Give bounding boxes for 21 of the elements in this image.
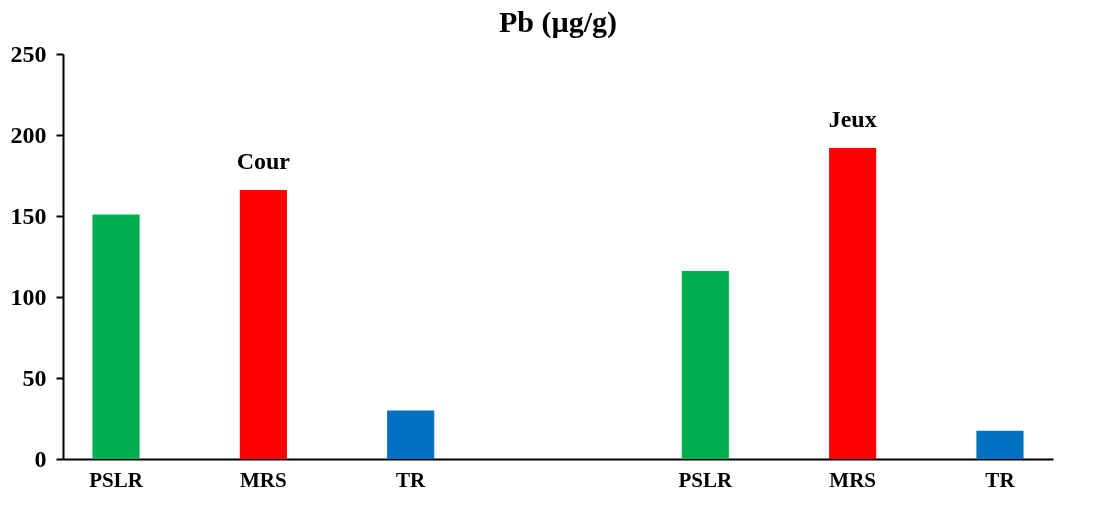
- x-tick-label: PSLR: [678, 467, 733, 492]
- y-tick-label: 100: [10, 283, 47, 310]
- bar: [681, 271, 729, 459]
- bar: [829, 147, 877, 459]
- bar: [387, 410, 435, 459]
- bar: [976, 430, 1024, 459]
- x-tick-label: MRS: [240, 467, 287, 492]
- x-tick-label: MRS: [829, 467, 876, 492]
- y-tick-label: 250: [10, 40, 47, 67]
- x-tick-label: PSLR: [89, 467, 144, 492]
- bar: [239, 190, 287, 459]
- y-tick-label: 50: [22, 364, 47, 391]
- x-tick-label: TR: [985, 467, 1016, 492]
- annotation: Jeux: [828, 105, 877, 132]
- y-tick-label: 0: [34, 445, 47, 472]
- x-tick-label: TR: [396, 467, 427, 492]
- y-tick-label: 150: [10, 202, 47, 229]
- annotation: Cour: [236, 148, 291, 175]
- y-tick-label: 200: [10, 121, 47, 148]
- bar: [92, 214, 140, 459]
- chart-title: Pb (µg/g): [498, 5, 618, 39]
